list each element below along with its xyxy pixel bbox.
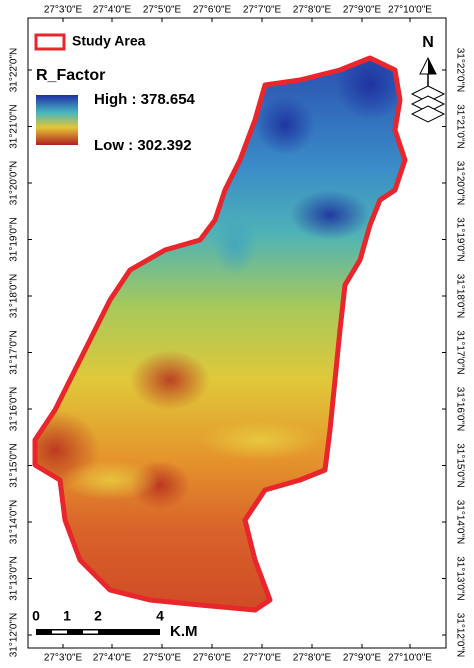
map-frame	[27, 17, 447, 649]
longitude-label: 27°8'0"E	[293, 653, 332, 664]
longitude-label: 27°9'0"E	[343, 653, 382, 664]
legend-high: High : 378.654	[94, 91, 196, 108]
latitude-label: 31°16'0"N	[454, 387, 465, 432]
latitude-label: 31°17'0"N	[454, 330, 465, 375]
latitude-label: 31°22'0"N	[9, 48, 20, 93]
latitude-label: 31°13'0"N	[9, 556, 20, 601]
longitude-label: 27°10'0"E	[388, 653, 432, 664]
longitude-label: 27°8'0"E	[293, 5, 332, 16]
latitude-label: 31°21'0"N	[454, 104, 465, 149]
longitude-label: 27°5'0"E	[143, 653, 182, 664]
north-label: N	[422, 34, 434, 51]
legend-low: Low : 302.392	[94, 137, 192, 154]
latitude-label: 31°19'0"N	[9, 217, 20, 262]
longitude-label: 27°7'0"E	[243, 5, 282, 16]
longitude-label: 27°6'0"E	[193, 5, 232, 16]
longitude-label: 27°4'0"E	[93, 653, 132, 664]
longitude-label: 27°3'0"E	[44, 5, 83, 16]
latitude-label: 31°13'0"N	[454, 556, 465, 601]
latitude-label: 31°15'0"N	[9, 443, 20, 488]
legend-title: R_Factor	[36, 67, 105, 84]
scale-label: 1	[63, 608, 71, 624]
latitude-label: 31°12'0"N	[9, 613, 20, 658]
longitude-label: 27°5'0"E	[143, 5, 182, 16]
longitude-label: 27°4'0"E	[93, 5, 132, 16]
scale-label: 2	[94, 608, 102, 624]
latitude-label: 31°18'0"N	[454, 274, 465, 319]
latitude-label: 31°22'0"N	[454, 48, 465, 93]
latitude-label: 31°20'0"N	[9, 161, 20, 206]
scale-label: 4	[156, 608, 164, 624]
latitude-label: 31°17'0"N	[9, 330, 20, 375]
latitude-label: 31°21'0"N	[9, 104, 20, 149]
longitude-label: 27°3'0"E	[44, 653, 83, 664]
latitude-label: 31°14'0"N	[454, 500, 465, 545]
scale-label: 0	[32, 608, 40, 624]
scale-unit: K.M	[170, 623, 198, 640]
latitude-label: 31°16'0"N	[9, 387, 20, 432]
latitude-label: 31°18'0"N	[9, 274, 20, 319]
longitude-label: 27°9'0"E	[343, 5, 382, 16]
north-arrow: N	[410, 34, 446, 123]
latitude-label: 31°19'0"N	[454, 217, 465, 262]
legend-ramp	[36, 95, 78, 145]
latitude-label: 31°15'0"N	[454, 443, 465, 488]
longitude-label: 27°10'0"E	[388, 5, 432, 16]
legend-study-area: Study Area	[72, 33, 146, 49]
longitude-label: 27°7'0"E	[243, 653, 282, 664]
scale-bar: K.M	[36, 623, 198, 640]
longitude-label: 27°6'0"E	[193, 653, 232, 664]
latitude-label: 31°12'0"N	[454, 613, 465, 658]
study-area-swatch	[34, 33, 66, 51]
latitude-label: 31°14'0"N	[9, 500, 20, 545]
latitude-label: 31°20'0"N	[454, 161, 465, 206]
